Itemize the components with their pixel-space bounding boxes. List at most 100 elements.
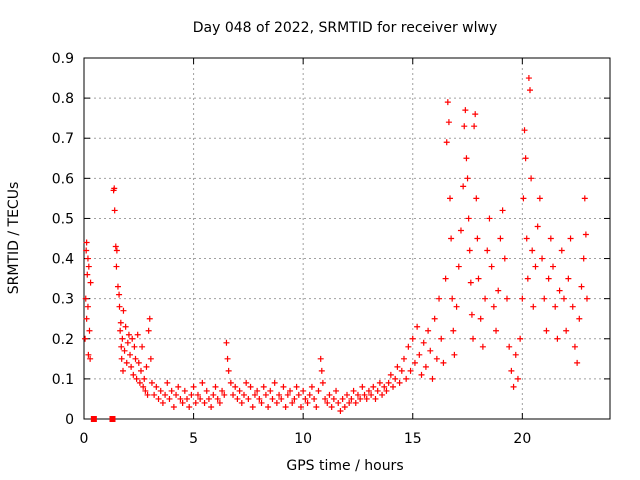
data-point [442,275,449,282]
data-point [120,307,127,314]
data-point [113,247,120,254]
data-point [581,195,588,202]
data-point [462,107,469,114]
data-point [282,403,289,410]
data-point [474,235,481,242]
y-tick-label: 0 [65,412,74,428]
data-point [276,391,283,398]
data-point [194,391,201,398]
data-point [425,327,432,334]
data-point [238,399,245,406]
data-point [447,195,454,202]
data-point [225,367,232,374]
data-point [390,383,397,390]
data-point [365,387,372,394]
data-point [440,359,447,366]
data-point [280,383,287,390]
x-tick-label: 20 [513,431,531,447]
data-point [116,291,123,298]
data-point [140,383,147,390]
data-point [265,403,272,410]
data-point [278,395,285,402]
data-point [471,123,478,130]
data-point [199,379,206,386]
data-point [488,263,495,270]
data-point [84,255,91,262]
data-point [188,391,195,398]
data-point [153,383,160,390]
data-point [411,359,418,366]
data-point [317,355,324,362]
data-point [83,315,90,322]
data-point [583,295,590,302]
data-point [118,355,125,362]
data-point [232,383,239,390]
data-point [527,87,534,94]
data-point [328,403,335,410]
data-point [374,387,381,394]
data-point [125,331,132,338]
data-point [473,195,480,202]
data-point [490,303,497,310]
data-point [420,339,427,346]
data-point [166,395,173,402]
data-point [116,303,123,310]
data-point [84,303,91,310]
data-point [427,347,434,354]
plot-frame [83,57,611,420]
data-point [552,303,559,310]
y-tick-label: 0.8 [52,91,74,107]
data-point [532,263,539,270]
data-point [267,387,274,394]
data-point [400,355,407,362]
data-point [341,403,348,410]
data-point [354,391,361,398]
data-point [472,111,479,118]
data-point [407,367,414,374]
data-point [132,355,139,362]
data-point [528,175,535,182]
axis-ticks [83,57,610,420]
data-point [121,347,128,354]
data-point [122,323,129,330]
data-point [444,99,451,106]
data-point [151,391,158,398]
data-point [247,383,254,390]
data-point [83,247,90,254]
data-point [465,215,472,222]
data-point [414,323,421,330]
grid [84,58,610,419]
data-point [139,343,146,350]
data-point [387,371,394,378]
data-point [497,235,504,242]
data-point [87,279,94,286]
data-point [433,355,440,362]
data-point [155,395,162,402]
data-point [512,351,519,358]
data-point [83,239,90,246]
data-point [467,279,474,286]
data-point [181,387,188,394]
data-point [86,327,93,334]
data-point [508,367,515,374]
data-point [416,351,423,358]
data-point [124,339,131,346]
data-point [128,363,135,370]
data-point [484,247,491,254]
data-point [205,395,212,402]
data-point [262,391,269,398]
data-point [223,339,230,346]
data-point [350,387,357,394]
data-point [227,379,234,386]
data-point [436,295,443,302]
data-point [567,235,574,242]
data-point [144,391,151,398]
data-point [525,75,532,82]
x-tick-label: 10 [294,431,312,447]
data-point [249,403,256,410]
data-point [210,391,217,398]
data-point [569,303,576,310]
data-point [352,399,359,406]
data-point [501,255,508,262]
data-point [284,391,291,398]
